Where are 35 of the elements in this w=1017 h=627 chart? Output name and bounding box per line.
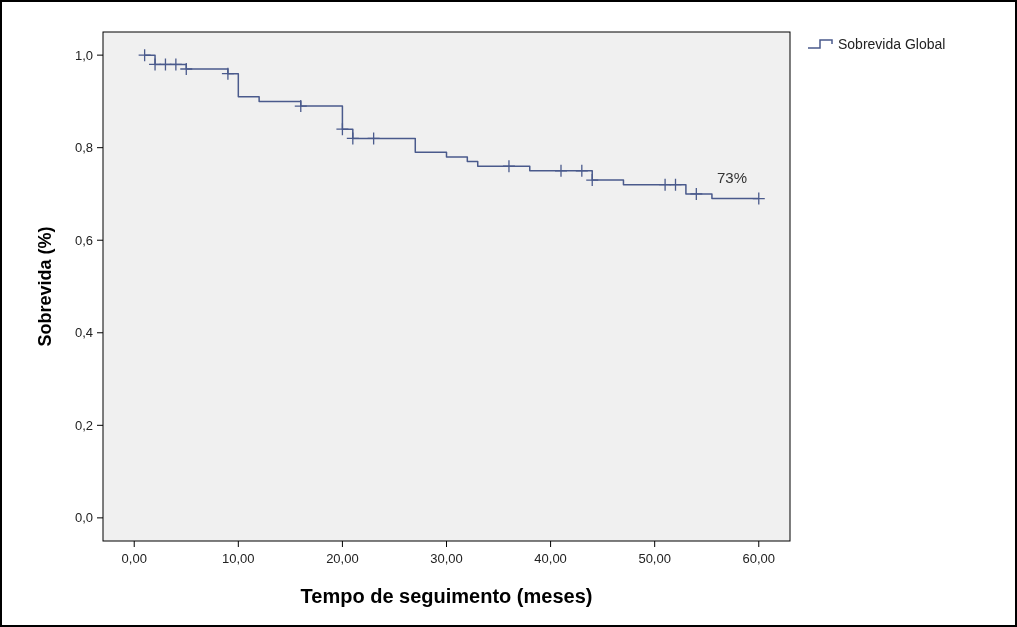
annotation: 73% xyxy=(716,169,748,186)
point xyxy=(346,131,360,146)
point xyxy=(752,191,766,206)
x-tick-label: 60,00 xyxy=(742,551,776,566)
y-tick-label: 0,8 xyxy=(74,140,93,156)
x-axis-title: Tempo de seguimento (meses) xyxy=(300,585,593,607)
point xyxy=(335,122,350,136)
point xyxy=(169,57,183,72)
point xyxy=(179,62,193,76)
x-tick-label: 30,00 xyxy=(430,551,463,566)
x-tick-label: 40,00 xyxy=(534,551,567,566)
x-tick-label: 20,00 xyxy=(326,551,359,566)
point xyxy=(366,131,381,146)
point xyxy=(689,187,703,201)
point xyxy=(148,57,162,72)
y-tick-label: 0,6 xyxy=(74,232,93,248)
y-tick-label: 0,4 xyxy=(74,325,93,341)
x-tick-label: 50,00 xyxy=(638,551,671,566)
x-tick-label: 0,00 xyxy=(121,551,147,566)
y-tick-label: 1,0 xyxy=(74,47,93,63)
point xyxy=(221,67,235,81)
point xyxy=(137,48,152,62)
y-tick-label: 0,2 xyxy=(74,417,93,433)
point xyxy=(294,99,308,113)
point xyxy=(658,178,672,192)
point xyxy=(668,178,683,192)
point xyxy=(554,164,568,178)
y-tick-label: 0,0 xyxy=(74,510,93,526)
legend-label: Sobrevida Global xyxy=(838,35,946,52)
point xyxy=(585,173,599,187)
x-tick-label: 10,00 xyxy=(222,551,255,566)
point xyxy=(502,159,516,173)
y-axis-title: Sobrevida (%) xyxy=(35,226,55,347)
point xyxy=(158,57,173,72)
point xyxy=(575,164,589,178)
